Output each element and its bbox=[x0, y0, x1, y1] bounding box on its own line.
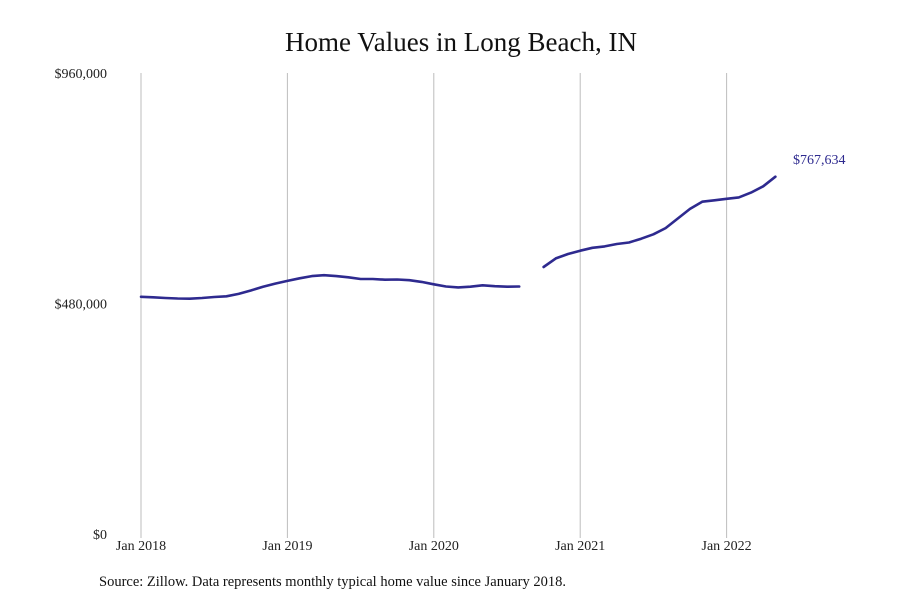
x-tick-label-4: Jan 2022 bbox=[702, 539, 752, 554]
chart-title: Home Values in Long Beach, IN bbox=[285, 27, 637, 57]
series-line-segment-2 bbox=[542, 175, 777, 269]
x-tick-label-2: Jan 2020 bbox=[409, 539, 459, 554]
series-line-segment-1 bbox=[139, 273, 521, 301]
x-axis-ticks: Jan 2018 Jan 2019 Jan 2020 Jan 2021 Jan 2022 bbox=[116, 539, 752, 554]
y-tick-label-0: $0 bbox=[93, 528, 107, 543]
x-tick-label-0: Jan 2018 bbox=[116, 539, 166, 554]
y-tick-label-1: $480,000 bbox=[55, 298, 108, 313]
x-tick-label-3: Jan 2021 bbox=[555, 539, 605, 554]
y-axis-ticks: $0 $480,000 $960,000 bbox=[55, 67, 108, 543]
end-value-label: $767,634 bbox=[793, 153, 846, 168]
grid-lines bbox=[140, 73, 728, 538]
series-line-group bbox=[139, 175, 777, 301]
source-note: Source: Zillow. Data represents monthly … bbox=[99, 574, 566, 590]
x-tick-label-1: Jan 2019 bbox=[262, 539, 312, 554]
y-tick-label-2: $960,000 bbox=[55, 67, 108, 82]
